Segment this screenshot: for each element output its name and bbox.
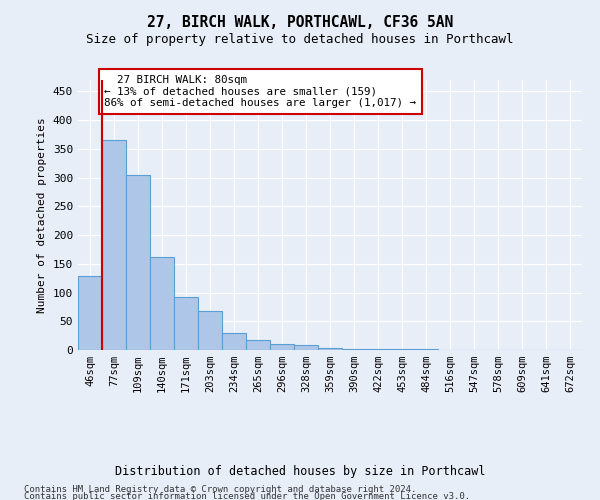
Bar <box>150 257 174 350</box>
Text: Contains public sector information licensed under the Open Government Licence v3: Contains public sector information licen… <box>24 492 470 500</box>
Text: 27 BIRCH WALK: 80sqm
← 13% of detached houses are smaller (159)
86% of semi-deta: 27 BIRCH WALK: 80sqm ← 13% of detached h… <box>104 75 416 108</box>
Y-axis label: Number of detached properties: Number of detached properties <box>37 117 47 313</box>
Text: Size of property relative to detached houses in Porthcawl: Size of property relative to detached ho… <box>86 32 514 46</box>
Bar <box>318 348 342 350</box>
Bar <box>270 344 294 350</box>
Bar <box>198 311 222 350</box>
Bar <box>294 346 318 350</box>
Bar <box>246 340 270 350</box>
Bar <box>222 333 246 350</box>
Bar <box>174 296 198 350</box>
Bar <box>78 276 102 350</box>
Text: Contains HM Land Registry data © Crown copyright and database right 2024.: Contains HM Land Registry data © Crown c… <box>24 485 416 494</box>
Bar <box>126 175 150 350</box>
Text: 27, BIRCH WALK, PORTHCAWL, CF36 5AN: 27, BIRCH WALK, PORTHCAWL, CF36 5AN <box>147 15 453 30</box>
Text: Distribution of detached houses by size in Porthcawl: Distribution of detached houses by size … <box>115 464 485 477</box>
Bar <box>342 349 366 350</box>
Bar <box>102 140 126 350</box>
